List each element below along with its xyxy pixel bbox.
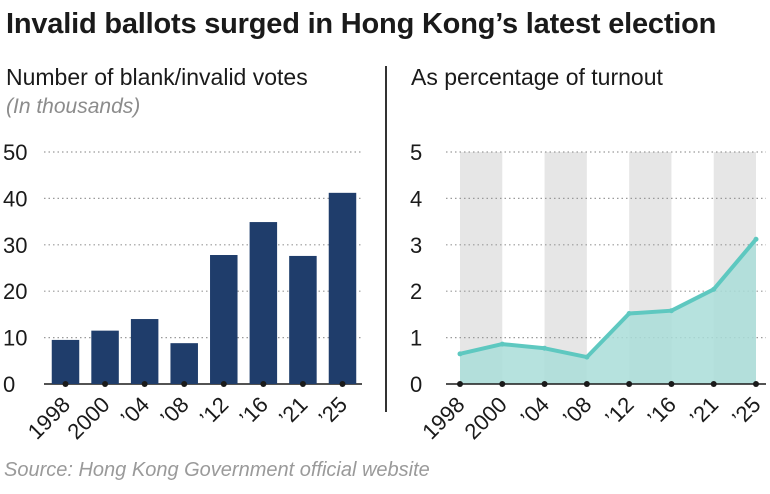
bar xyxy=(91,330,119,384)
data-point xyxy=(753,236,759,242)
bar xyxy=(249,222,278,384)
x-tick-label: ’12 xyxy=(195,392,233,430)
area-fill xyxy=(460,239,756,384)
right-panel-title: As percentage of turnout xyxy=(411,64,663,90)
x-tick-dot xyxy=(499,381,506,387)
x-tick-label: 2000 xyxy=(62,392,114,444)
x-tick-dot xyxy=(626,381,633,387)
data-point xyxy=(542,345,548,351)
data-point xyxy=(499,341,505,347)
x-tick-label: ’25 xyxy=(314,392,352,430)
bar xyxy=(130,319,159,384)
data-point xyxy=(711,286,717,292)
x-tick-dot xyxy=(541,381,548,387)
y-tick-label: 1 xyxy=(410,326,422,351)
y-tick-label: 4 xyxy=(410,186,422,211)
data-point xyxy=(626,310,632,316)
source-note: Source: Hong Kong Government official we… xyxy=(4,459,430,481)
x-tick-label: ’04 xyxy=(116,392,154,430)
y-tick-label: 5 xyxy=(410,140,422,165)
x-tick-dot xyxy=(141,381,148,387)
bar xyxy=(51,339,80,384)
series-line xyxy=(458,237,758,360)
left-panel-subtitle: (In thousands) xyxy=(6,95,141,118)
y-tick-label: 40 xyxy=(3,186,27,211)
x-tick-dot xyxy=(668,381,675,387)
bar xyxy=(289,255,317,384)
y-tick-label: 0 xyxy=(3,372,15,397)
x-tick-label: ’21 xyxy=(685,392,723,430)
y-tick-label: 20 xyxy=(3,279,27,304)
panel-divider xyxy=(385,66,387,412)
x-tick-dot xyxy=(102,381,109,387)
x-tick-dot xyxy=(260,381,267,387)
x-tick-dot xyxy=(62,381,69,387)
x-tick-dot xyxy=(220,381,227,387)
x-tick-label: ’04 xyxy=(516,392,554,430)
y-tick-label: 30 xyxy=(3,233,27,258)
bar xyxy=(328,192,357,384)
data-point xyxy=(584,354,590,360)
shaded-band xyxy=(544,152,587,384)
y-tick-label: 50 xyxy=(3,140,27,165)
x-tick-dot xyxy=(583,381,590,387)
x-tick-label: ’25 xyxy=(727,392,765,430)
bar xyxy=(170,343,198,384)
x-tick-label: 1998 xyxy=(417,392,469,444)
x-tick-dot xyxy=(299,381,306,387)
data-point xyxy=(668,308,674,314)
x-tick-label: ’16 xyxy=(234,392,272,430)
x-tick-dot xyxy=(710,381,717,387)
x-tick-dot xyxy=(457,381,463,387)
data-point xyxy=(457,351,463,357)
y-tick-label: 10 xyxy=(3,326,27,351)
x-tick-label: 2000 xyxy=(460,392,512,444)
y-tick-label: 0 xyxy=(410,372,422,397)
x-tick-dot xyxy=(753,381,759,387)
x-tick-label: ’08 xyxy=(155,392,193,430)
y-tick-label: 2 xyxy=(410,279,422,304)
bar xyxy=(210,255,238,384)
x-tick-label: ’08 xyxy=(558,392,596,430)
left-panel-title: Number of blank/invalid votes xyxy=(6,64,308,90)
x-tick-label: ’21 xyxy=(274,392,312,430)
x-tick-dot xyxy=(181,381,188,387)
x-tick-label: 1998 xyxy=(23,392,75,444)
x-tick-label: ’16 xyxy=(643,392,681,430)
chart-title: Invalid ballots surged in Hong Kong’s la… xyxy=(6,8,717,40)
y-tick-label: 3 xyxy=(410,233,422,258)
x-tick-dot xyxy=(339,381,346,387)
x-tick-label: ’12 xyxy=(600,392,638,430)
